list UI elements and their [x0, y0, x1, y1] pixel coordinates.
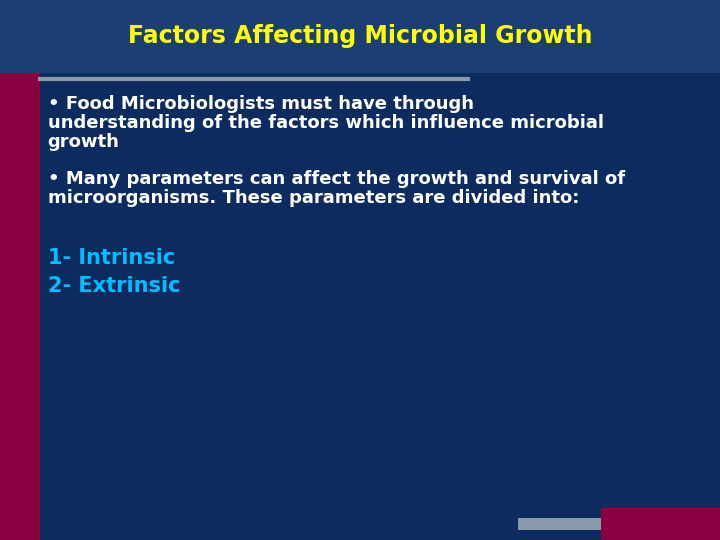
Text: growth: growth	[48, 133, 120, 151]
Text: understanding of the factors which influence microbial: understanding of the factors which influ…	[48, 114, 603, 132]
Text: microorganisms. These parameters are divided into:: microorganisms. These parameters are div…	[48, 189, 579, 207]
Bar	[0, 0, 720, 73]
Text: Factors Affecting Microbial Growth: Factors Affecting Microbial Growth	[127, 24, 593, 49]
Text: 2- Extrinsic: 2- Extrinsic	[48, 276, 180, 296]
Text: 1- Intrinsic: 1- Intrinsic	[48, 248, 175, 268]
Bar	[518, 518, 720, 530]
Text: • Many parameters can affect the growth and survival of: • Many parameters can affect the growth …	[48, 170, 625, 188]
Bar	[601, 508, 720, 540]
Bar	[0, 0, 40, 540]
Text: • Food Microbiologists must have through: • Food Microbiologists must have through	[48, 95, 474, 113]
